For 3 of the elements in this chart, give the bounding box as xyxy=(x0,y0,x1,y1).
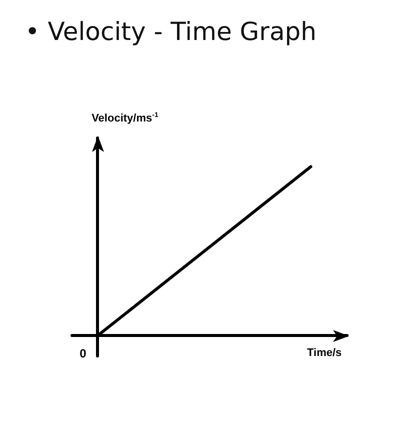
chart-title: • Velocity - Time Graph xyxy=(25,17,316,46)
x-axis-title: Time/s xyxy=(307,347,342,360)
text: 0 xyxy=(80,346,87,361)
